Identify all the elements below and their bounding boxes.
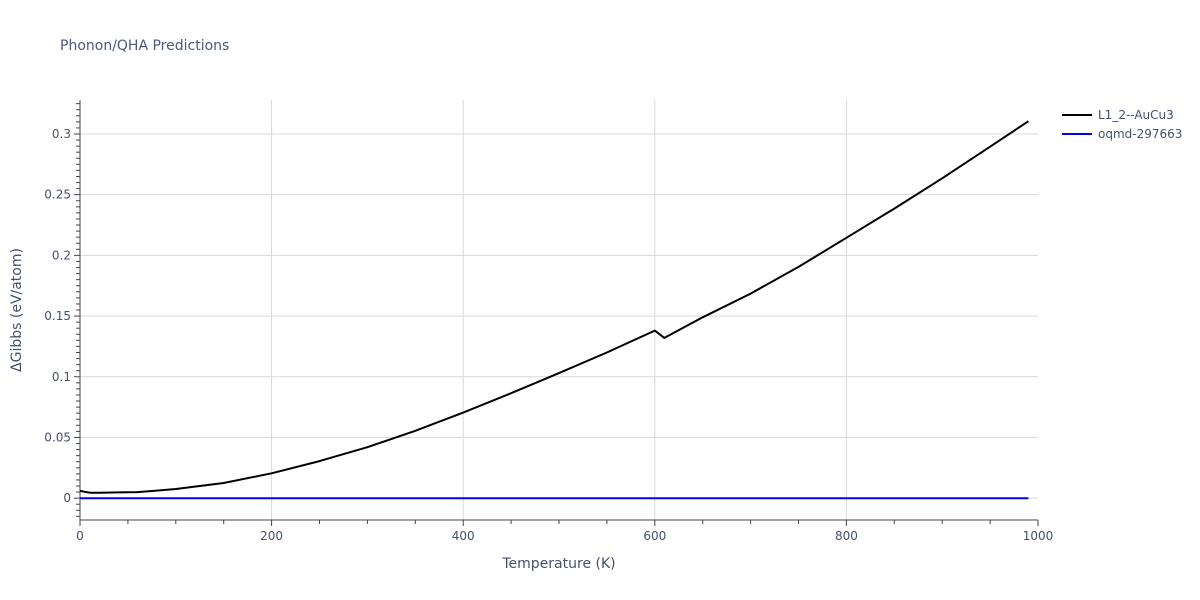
legend-label: L1_2--AuCu3	[1098, 108, 1174, 122]
x-tick-label: 800	[835, 529, 858, 543]
series-line-l1-2-aucu3[interactable]	[79, 120, 1029, 494]
legend[interactable]: L1_2--AuCu3 oqmd-297663	[1062, 108, 1182, 141]
y-tick-label: 0.1	[52, 370, 71, 384]
y-tick-label: 0.2	[52, 248, 71, 262]
axes: 0 200 400 600 800 1000 0 0.05 0.1 0.15 0.2 0.25 0.3	[44, 100, 1053, 543]
x-tick-label: 600	[643, 529, 666, 543]
y-tick-label: 0.15	[44, 309, 71, 323]
legend-label: oqmd-297663	[1098, 127, 1182, 141]
x-tick-label: 1000	[1023, 529, 1054, 543]
y-tick-label: 0	[63, 491, 71, 505]
grid	[80, 100, 1038, 520]
x-tick-label: 400	[452, 529, 475, 543]
y-tick-label: 0.3	[52, 127, 71, 141]
x-tick-label: 200	[260, 529, 283, 543]
chart-title: Phonon/QHA Predictions	[60, 38, 229, 54]
y-tick-label: 0.25	[44, 188, 71, 202]
legend-item[interactable]: oqmd-297663	[1062, 127, 1182, 141]
y-axis-label: ΔGibbs (eV/atom)	[9, 248, 25, 372]
series-layer	[79, 120, 1029, 500]
x-tick-label: 0	[76, 529, 84, 543]
legend-item[interactable]: L1_2--AuCu3	[1062, 108, 1174, 122]
x-axis-label: Temperature (K)	[501, 556, 615, 572]
y-tick-label: 0.05	[44, 430, 71, 444]
